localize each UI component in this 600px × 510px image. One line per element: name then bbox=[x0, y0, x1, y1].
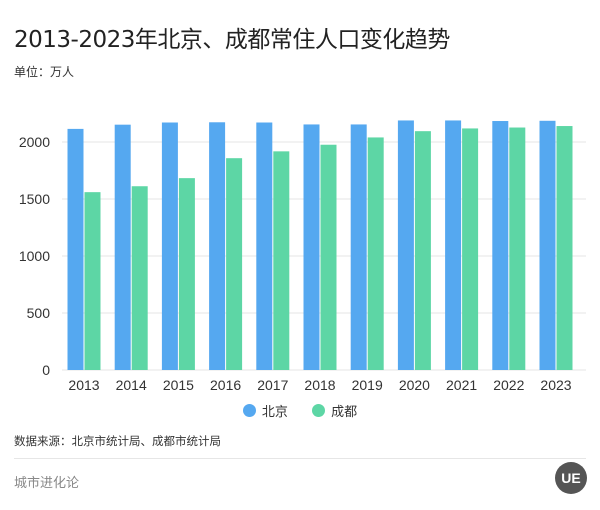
legend-label: 北京 bbox=[261, 405, 288, 420]
x-tick-label: 2014 bbox=[116, 377, 147, 393]
data-source: 数据来源：北京市统计局、成都市统计局 bbox=[14, 434, 221, 448]
bar-chengdu-2013 bbox=[84, 192, 101, 370]
unit-label: 单位：万人 bbox=[14, 65, 75, 79]
brand-name: 城市进化论 bbox=[14, 476, 80, 491]
x-tick-label: 2016 bbox=[210, 377, 241, 393]
legend-swatch bbox=[312, 404, 326, 417]
divider bbox=[14, 458, 586, 459]
x-tick-label: 2022 bbox=[493, 377, 524, 393]
bar-chart: 0 500 1000 1500 2000 2013 2014 2015 2016 2017 2018… bbox=[19, 120, 586, 393]
bar-chengdu-2023 bbox=[556, 126, 573, 370]
bar-chengdu-2020 bbox=[414, 131, 431, 370]
y-tick-label: 2000 bbox=[19, 134, 50, 150]
legend-item-beijing[interactable]: 北京 bbox=[242, 401, 288, 420]
bar-beijing-2018 bbox=[303, 124, 320, 370]
bar-chengdu-2022 bbox=[509, 127, 526, 370]
bar-beijing-2015 bbox=[161, 122, 178, 370]
bar-beijing-2019 bbox=[350, 124, 367, 370]
bar-beijing-2017 bbox=[256, 122, 273, 370]
legend-item-chengdu[interactable]: 成都 bbox=[312, 401, 357, 420]
bar-chengdu-2019 bbox=[367, 137, 384, 370]
x-tick-label: 2018 bbox=[304, 377, 335, 393]
bar-chengdu-2017 bbox=[273, 151, 290, 370]
y-tick-label: 500 bbox=[27, 305, 51, 321]
bar-chengdu-2016 bbox=[226, 158, 243, 370]
bar-beijing-2021 bbox=[445, 120, 462, 370]
x-tick-label: 2015 bbox=[163, 377, 194, 393]
bar-beijing-2016 bbox=[209, 122, 226, 370]
y-tick-label: 0 bbox=[42, 362, 50, 378]
legend-label: 成都 bbox=[331, 405, 358, 420]
x-tick-label: 2019 bbox=[352, 377, 383, 393]
x-tick-label: 2017 bbox=[257, 377, 288, 393]
bar-beijing-2013 bbox=[67, 128, 84, 370]
brand-logo: UE bbox=[555, 462, 587, 494]
logo-text: UE bbox=[561, 470, 581, 486]
bar-chengdu-2015 bbox=[178, 178, 195, 370]
bar-beijing-2022 bbox=[492, 121, 509, 370]
bar-beijing-2023 bbox=[539, 120, 556, 371]
y-tick-label: 1000 bbox=[19, 248, 50, 264]
bar-beijing-2020 bbox=[397, 120, 414, 370]
legend-swatch bbox=[242, 404, 256, 417]
y-tick-label: 1500 bbox=[19, 191, 50, 207]
x-tick-label: 2023 bbox=[540, 377, 571, 393]
legend: 北京 成都 bbox=[0, 401, 600, 421]
x-tick-label: 2013 bbox=[68, 377, 99, 393]
x-tick-label: 2020 bbox=[399, 377, 430, 393]
bar-beijing-2014 bbox=[114, 124, 131, 370]
bar-chengdu-2018 bbox=[320, 144, 337, 370]
bar-chengdu-2021 bbox=[462, 128, 479, 370]
x-tick-label: 2021 bbox=[446, 377, 477, 393]
bar-chengdu-2014 bbox=[131, 186, 148, 370]
chart-title: 2013-2023年北京、成都常住人口变化趋势 bbox=[14, 27, 450, 53]
